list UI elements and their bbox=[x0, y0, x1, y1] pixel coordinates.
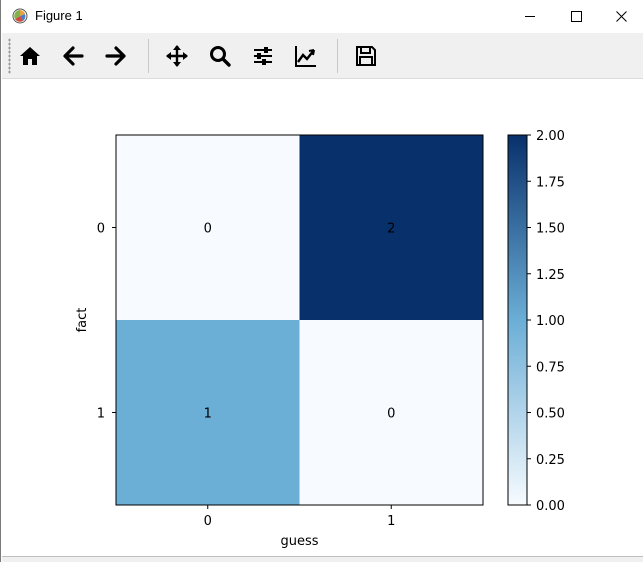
floppy-disk-icon bbox=[356, 46, 376, 66]
magnifier-icon bbox=[210, 46, 231, 67]
colorbar-tick-label: 0.50 bbox=[536, 407, 565, 422]
confusion-matrix-plot: 0 2 1 0 0 1 0 1 guess fact 0.00 0.25 0.50 0.75 1.00 1.2… bbox=[75, 129, 565, 549]
move-icon bbox=[166, 45, 188, 67]
colorbar-tick-label: 2.00 bbox=[536, 129, 565, 144]
status-bar bbox=[2, 556, 643, 562]
close-button[interactable] bbox=[598, 0, 643, 33]
zoom-button[interactable] bbox=[203, 39, 237, 73]
colorbar bbox=[507, 134, 528, 506]
maximize-icon bbox=[571, 11, 582, 22]
edit-axes-button[interactable] bbox=[289, 39, 323, 73]
y-axis-label: fact bbox=[75, 308, 90, 333]
toolbar-separator bbox=[337, 39, 338, 73]
cell-value-label: 2 bbox=[387, 222, 395, 237]
arrow-right-icon bbox=[105, 46, 126, 66]
y-tick-label: 1 bbox=[97, 407, 105, 422]
heatmap-cell bbox=[299, 320, 483, 505]
home-icon bbox=[20, 47, 40, 65]
heatmap-cell bbox=[116, 320, 300, 505]
minimize-button[interactable] bbox=[506, 0, 552, 33]
figure-canvas[interactable]: 0 2 1 0 0 1 0 1 guess fact 0.00 0.25 0.50 0.75 1.00 1.2… bbox=[2, 79, 643, 556]
colorbar-tick-label: 0.00 bbox=[536, 499, 565, 514]
toolbar-separator bbox=[148, 39, 149, 73]
colorbar-tick-label: 1.50 bbox=[536, 222, 565, 237]
back-button[interactable] bbox=[56, 39, 90, 73]
arrow-left-icon bbox=[63, 46, 84, 66]
matplotlib-app-icon bbox=[12, 8, 28, 24]
toolbar-grip[interactable] bbox=[8, 38, 11, 74]
plot-frame bbox=[115, 134, 484, 506]
close-icon bbox=[616, 11, 627, 22]
heatmap-cell bbox=[299, 135, 483, 320]
save-button[interactable] bbox=[349, 39, 383, 73]
colorbar-tick-label: 0.25 bbox=[536, 453, 565, 468]
cell-value-label: 1 bbox=[204, 407, 212, 422]
forward-button[interactable] bbox=[99, 39, 133, 73]
maximize-button[interactable] bbox=[552, 0, 598, 33]
cell-value-label: 0 bbox=[387, 407, 395, 422]
navigation-toolbar bbox=[2, 33, 643, 79]
title-bar[interactable]: Figure 1 bbox=[1, 0, 643, 33]
colorbar-tick-label: 1.25 bbox=[536, 268, 565, 283]
home-button[interactable] bbox=[13, 39, 47, 73]
colorbar-tick-label: 1.00 bbox=[536, 314, 565, 329]
pan-button[interactable] bbox=[160, 39, 194, 73]
x-tick-label: 1 bbox=[387, 514, 395, 529]
line-chart-icon bbox=[295, 46, 316, 67]
sliders-icon bbox=[254, 47, 272, 65]
heatmap-cell bbox=[116, 135, 300, 320]
window-title: Figure 1 bbox=[35, 8, 83, 23]
colorbar-tick-label: 0.75 bbox=[536, 360, 565, 375]
colorbar-tick-label: 1.75 bbox=[536, 175, 565, 190]
subplots-button[interactable] bbox=[246, 39, 280, 73]
x-axis-label: guess bbox=[280, 534, 318, 549]
cell-value-label: 0 bbox=[204, 222, 212, 237]
minimize-icon bbox=[525, 16, 535, 17]
x-tick-label: 0 bbox=[204, 514, 212, 529]
y-tick-label: 0 bbox=[97, 222, 105, 237]
